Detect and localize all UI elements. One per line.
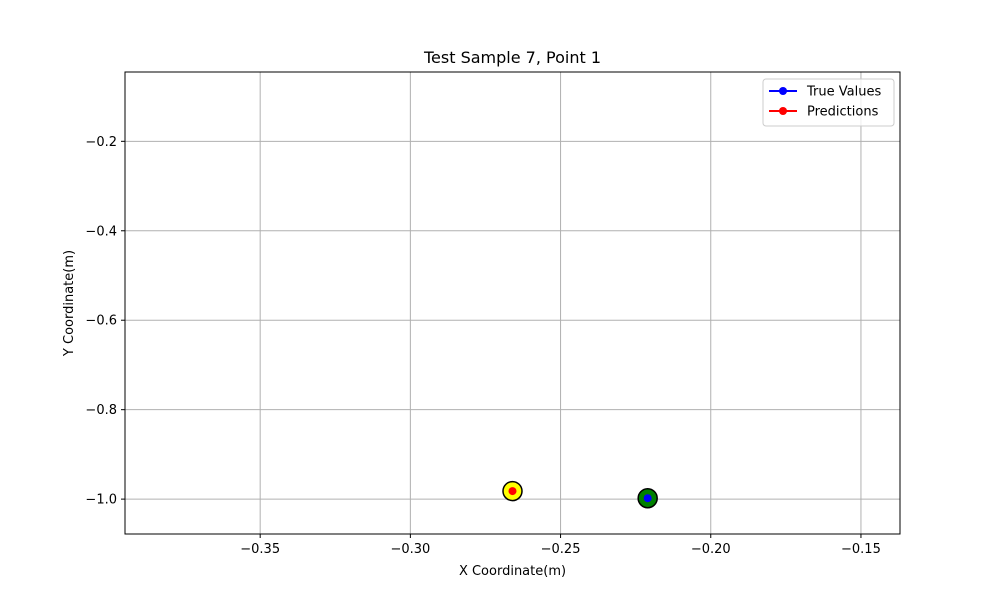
data-points: [502, 480, 658, 509]
plot-frame: [124, 71, 901, 535]
y-tick-label: −1.0: [85, 493, 117, 508]
grid: [125, 72, 900, 534]
x-axis-label: X Coordinate(m): [459, 564, 566, 579]
x-tick-label: −0.15: [841, 542, 881, 557]
legend-marker-true-values: [779, 87, 787, 95]
x-tick-label: −0.30: [390, 542, 430, 557]
legend: True Values Predictions: [762, 78, 895, 127]
chart-title: Test Sample 7, Point 1: [423, 48, 601, 67]
legend-label-true-values: True Values: [806, 85, 881, 100]
true-values-point: [643, 494, 652, 503]
y-tick-label: −0.8: [85, 403, 117, 418]
x-tick-label: −0.20: [691, 542, 731, 557]
x-tick-label: −0.35: [240, 542, 280, 557]
legend-marker-predictions: [779, 107, 787, 115]
ticks: −0.35 −0.30 −0.25 −0.20 −0.15 −0.2 −0.4 −0.6 −0.…: [85, 135, 880, 557]
y-tick-label: −0.4: [85, 224, 117, 239]
legend-label-predictions: Predictions: [807, 105, 879, 120]
y-tick-label: −0.6: [85, 314, 117, 329]
predictions-point: [508, 487, 517, 496]
x-tick-label: −0.25: [541, 542, 581, 557]
y-tick-label: −0.2: [85, 135, 117, 150]
y-axis-label: Y Coordinate(m): [62, 250, 77, 357]
